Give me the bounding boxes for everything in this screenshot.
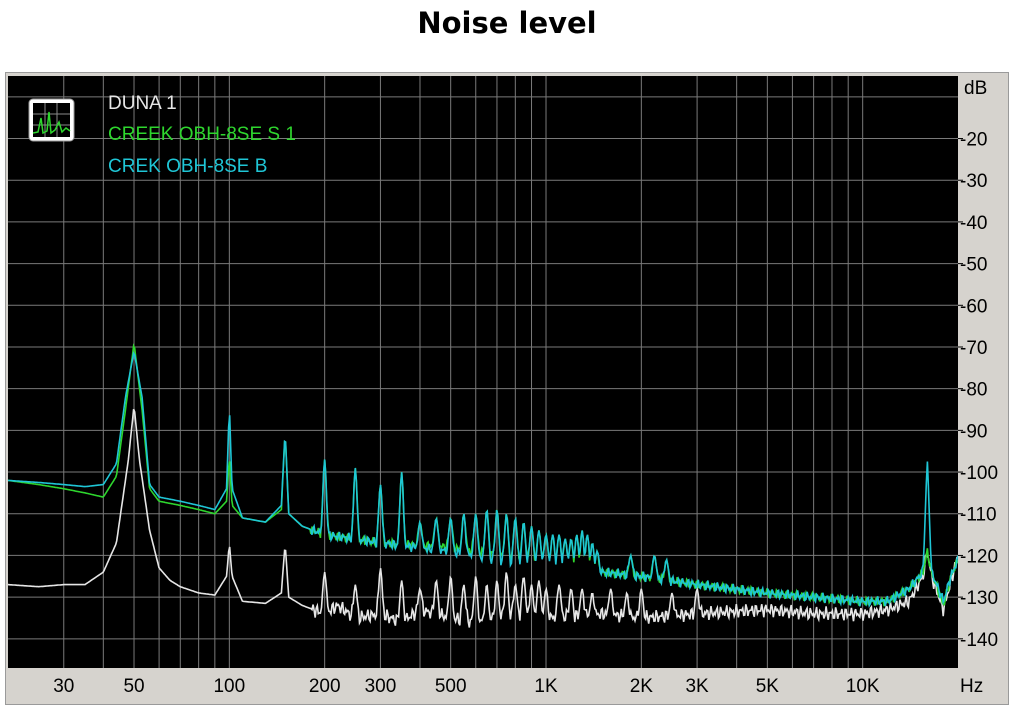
x-tick-label: 3K — [685, 676, 709, 697]
y-tick-label: -90 — [960, 421, 987, 442]
legend-entry-creek-obh-8se-s-1: CREEK OBH-8SE S 1 — [108, 124, 296, 145]
x-tick-label: 100 — [213, 676, 245, 697]
x-tick-label: 30 — [53, 676, 74, 697]
x-tick-label: 50 — [123, 676, 144, 697]
series-layer — [8, 343, 958, 628]
y-axis-unit-label: dB — [964, 78, 987, 99]
series-line-0 — [8, 408, 958, 628]
y-tick-label: -50 — [960, 255, 987, 276]
y-tick-label: -60 — [960, 296, 987, 317]
legend-entry-crek-obh-8se-b: CREK OBH-8SE B — [108, 156, 267, 177]
x-tick-label: 10K — [846, 676, 880, 697]
axes: -20 -30 -40 -50 -60 -70 -80 -90 -100 -110 -120 -130… — [53, 130, 998, 697]
y-tick-label: -30 — [960, 171, 987, 192]
y-tick-label: -120 — [960, 546, 998, 567]
x-tick-label: 200 — [309, 676, 341, 697]
y-tick-label: -100 — [960, 463, 998, 484]
y-tick-label: -70 — [960, 338, 987, 359]
spectrum-analyzer-icon[interactable] — [28, 98, 75, 142]
legend: DUNA 1 CREEK OBH-8SE S 1 CREK OBH-8SE B — [28, 93, 296, 177]
y-tick-label: -20 — [960, 130, 987, 151]
y-tick-label: -130 — [960, 588, 998, 609]
y-tick-label: -110 — [960, 505, 997, 526]
y-tick-label: -140 — [960, 630, 998, 651]
chart-title: Noise level — [417, 6, 597, 40]
legend-entry-duna-1: DUNA 1 — [108, 93, 177, 114]
x-tick-label: 500 — [435, 676, 467, 697]
x-tick-label: 2K — [630, 676, 654, 697]
y-tick-label: -40 — [960, 213, 987, 234]
series-line-2 — [8, 351, 958, 608]
plot-area — [8, 76, 958, 668]
x-tick-label: 300 — [365, 676, 397, 697]
grid-lines — [8, 76, 958, 668]
x-axis-unit-label: Hz — [960, 676, 983, 697]
x-tick-label: 5K — [756, 676, 780, 697]
y-tick-label: -80 — [960, 380, 987, 401]
x-tick-label: 1K — [534, 676, 558, 697]
